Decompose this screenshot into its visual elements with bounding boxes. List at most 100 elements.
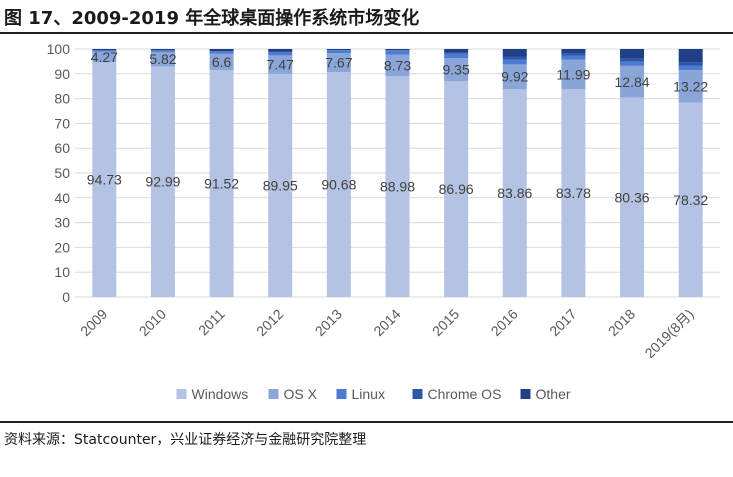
bar-segment-windows	[502, 89, 527, 298]
x-tick-label: 2018	[605, 306, 638, 339]
data-label-osx: 9.35	[443, 62, 470, 78]
y-tick-label: 70	[54, 115, 70, 131]
bar-segment-other	[561, 49, 586, 54]
bar-segment-os-x	[502, 64, 527, 90]
bar-segment-linux	[150, 50, 175, 52]
bar-segment-linux	[620, 61, 645, 66]
legend-label: Chrome OS	[428, 386, 502, 402]
data-label-windows: 88.98	[380, 179, 415, 195]
data-label-windows: 83.86	[497, 185, 532, 201]
data-label-osx: 4.27	[91, 49, 118, 65]
bar-segment-os-x	[92, 51, 117, 63]
bar-segment-windows	[150, 66, 175, 297]
data-label-windows: 80.36	[615, 189, 650, 205]
bar-segment-other	[385, 49, 410, 51]
bar-segment-linux	[444, 53, 469, 59]
bar-segment-other	[678, 49, 703, 63]
x-tick-label: 2019(8月)	[641, 306, 696, 361]
bar-segment-os-x	[209, 53, 234, 71]
legend-label: OS X	[284, 386, 318, 402]
bar-segment-other	[268, 49, 293, 52]
bar-segment-windows	[561, 89, 586, 297]
bar-segment-other	[444, 49, 469, 53]
bar-segment-other	[209, 49, 234, 52]
y-tick-label: 10	[54, 264, 70, 280]
data-label-osx: 6.6	[212, 54, 232, 70]
bar-segment-windows	[678, 102, 703, 297]
legend-swatch	[176, 389, 187, 399]
data-label-osx: 8.73	[384, 58, 411, 74]
data-label-osx: 5.82	[149, 51, 176, 67]
bar-segment-windows	[444, 81, 469, 297]
data-label-windows: 92.99	[145, 174, 180, 190]
bar-segment-os-x	[444, 58, 469, 82]
x-tick-label: 2010	[136, 306, 169, 339]
bar-segment-windows	[92, 62, 117, 298]
bar-segment-other	[150, 49, 175, 51]
bar-segment-os-x	[561, 59, 586, 90]
data-label-osx: 12.84	[615, 74, 650, 90]
chart-title: 图 17、2009-2019 年全球桌面操作系统市场变化	[4, 8, 420, 29]
bar-segment-linux	[561, 55, 586, 60]
bar-segment-chrome-os	[502, 56, 527, 60]
x-tick-label: 2017	[546, 306, 579, 339]
bar-segment-windows	[326, 72, 351, 297]
data-label-windows: 90.68	[321, 177, 356, 193]
bar-segment-other	[326, 49, 351, 51]
source-note: 资料来源：Statcounter，兴业证券经济与金融研究院整理	[4, 432, 367, 448]
y-tick-label: 40	[54, 190, 70, 206]
bar-segment-os-x	[268, 55, 293, 74]
bar-segment-windows	[385, 76, 410, 297]
data-label-windows: 83.78	[556, 185, 591, 201]
bar-segment-linux	[268, 51, 293, 56]
bar-segment-windows	[209, 70, 234, 297]
data-label-osx: 7.67	[325, 55, 352, 71]
bar-segment-chrome-os	[620, 58, 645, 62]
y-tick-label: 80	[54, 91, 70, 107]
data-label-osx: 11.99	[556, 66, 590, 82]
data-label-windows: 94.73	[87, 172, 122, 188]
x-tick-label: 2014	[370, 306, 403, 339]
data-label-windows: 91.52	[204, 176, 239, 192]
legend-swatch	[520, 389, 531, 399]
x-tick-label: 2016	[488, 306, 521, 339]
data-label-windows: 78.32	[673, 192, 708, 208]
bar-segment-other	[92, 49, 117, 50]
bar-segment-windows	[620, 97, 645, 297]
bar-segment-chrome-os	[561, 53, 586, 56]
x-tick-label: 2009	[77, 306, 110, 339]
bar-segment-linux	[92, 49, 117, 52]
bar-segment-windows	[268, 73, 293, 297]
x-tick-label: 2011	[195, 306, 228, 339]
x-tick-label: 2013	[312, 306, 345, 339]
data-label-windows: 86.96	[439, 181, 474, 197]
title-bar: 图 17、2009-2019 年全球桌面操作系统市场变化	[0, 0, 733, 34]
bar-segment-os-x	[385, 54, 410, 77]
bar-segment-linux	[678, 65, 703, 70]
y-tick-label: 60	[54, 140, 70, 156]
stacked-bar-chart: 0 10 20 30 40 50 60 70 80 90 100 2009 2010 2011 2012 20…	[47, 41, 720, 402]
legend-label: Windows	[192, 386, 249, 402]
footer: 资料来源：Statcounter，兴业证券经济与金融研究院整理	[0, 421, 733, 451]
y-tick-label: 20	[54, 239, 70, 255]
x-tick-label: 2015	[429, 306, 462, 339]
bar-segment-linux	[385, 50, 410, 55]
data-label-osx: 7.47	[267, 57, 294, 73]
x-tick-label: 2012	[253, 306, 286, 339]
legend-swatch	[412, 389, 423, 399]
bar-segment-chrome-os	[444, 52, 469, 54]
bar-segment-other	[620, 49, 645, 59]
y-tick-label: 100	[47, 41, 71, 57]
bar-segment-os-x	[326, 53, 351, 73]
legend-label: Linux	[352, 386, 385, 402]
legend-swatch	[336, 389, 347, 399]
y-tick-label: 90	[54, 66, 70, 82]
bar-segment-linux	[209, 51, 234, 54]
bar-segment-other	[502, 49, 527, 57]
data-label-osx: 13.22	[673, 78, 708, 94]
bar-segment-os-x	[620, 65, 645, 98]
bar-segment-os-x	[150, 51, 175, 67]
bar-segment-chrome-os	[678, 62, 703, 66]
data-label-osx: 9.92	[501, 69, 528, 85]
data-label-windows: 89.95	[263, 177, 298, 193]
